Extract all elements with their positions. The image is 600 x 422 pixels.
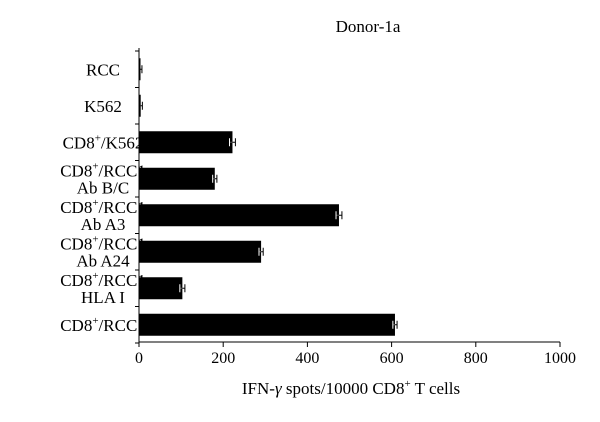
- bar-1: [139, 94, 141, 117]
- chart-title: Donor-1a: [336, 17, 401, 36]
- bar-7: [139, 313, 395, 336]
- x-axis-label: IFN-γ spots/10000 CD8+ T cells: [242, 378, 460, 398]
- category-label-5-line-0: CD8+/RCC1: [60, 233, 146, 253]
- category-label-5-line-1: Ab A24: [76, 251, 130, 270]
- bar-3: [139, 167, 215, 190]
- x-tick-label-4: 800: [464, 350, 488, 367]
- bar-6: [139, 277, 183, 300]
- bar-0: [139, 58, 141, 81]
- category-label-0-line-0: RCC: [86, 60, 120, 79]
- bar-2: [139, 131, 233, 154]
- category-label-3-line-0: CD8+/RCC1: [60, 160, 146, 180]
- x-tick-label-5: 1000: [544, 350, 576, 367]
- x-tick-label-0: 0: [135, 350, 143, 367]
- category-label-4-line-1: Ab A3: [81, 215, 126, 234]
- category-label-1-line-0: K562: [84, 97, 122, 116]
- category-label-7-line-0: CD8+/RCC1: [60, 315, 146, 335]
- x-tick-label-3: 600: [380, 350, 404, 367]
- category-label-6-line-0: CD8+/RCC1: [60, 270, 146, 290]
- bars-group: [139, 58, 395, 336]
- bar-4: [139, 204, 339, 227]
- category-label-6-line-1: HLA I: [81, 288, 125, 307]
- x-tick-label-2: 400: [295, 350, 319, 367]
- x-axis: 0 200 400 600 800 1000: [135, 341, 576, 367]
- category-label-2-line-0: CD8+/K562: [63, 132, 144, 152]
- x-tick-label-1: 200: [211, 350, 235, 367]
- error-bars-group: [140, 65, 398, 329]
- category-label-3-line-1: Ab B/C: [77, 178, 129, 197]
- bar-5: [139, 240, 262, 263]
- category-label-4-line-0: CD8+/RCC1: [60, 197, 146, 217]
